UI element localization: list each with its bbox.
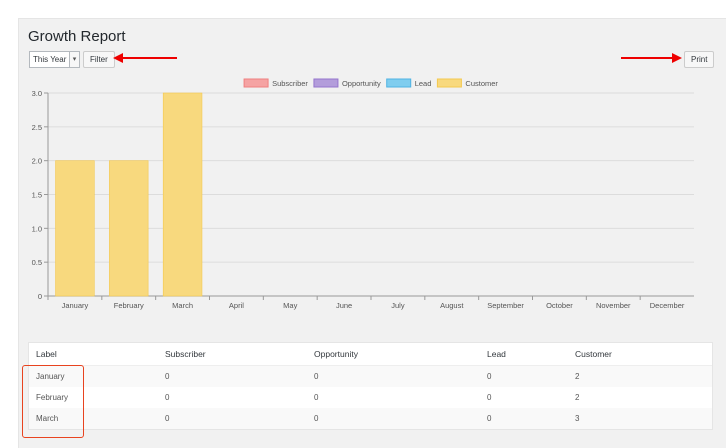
row-subscriber: 0 <box>165 414 170 423</box>
table-row: March 0 0 0 3 <box>29 408 712 429</box>
period-select-value: This Year <box>33 55 67 64</box>
legend-label: Lead <box>415 79 432 88</box>
annotation-arrow-left-icon <box>113 53 177 63</box>
report-table: Label Subscriber Opportunity Lead Custom… <box>28 342 713 430</box>
table-header-row: Label Subscriber Opportunity Lead Custom… <box>29 343 712 366</box>
row-subscriber: 0 <box>165 393 170 402</box>
legend-label: Opportunity <box>342 79 381 88</box>
row-opportunity: 0 <box>314 372 319 381</box>
row-label: February <box>36 393 69 402</box>
header-opportunity: Opportunity <box>314 349 358 359</box>
x-tick-label: January <box>62 301 89 310</box>
row-subscriber: 0 <box>165 372 170 381</box>
row-label: March <box>36 414 59 423</box>
row-label: January <box>36 372 65 381</box>
chevron-down-icon[interactable]: ▾ <box>69 52 79 67</box>
y-tick-label: 1.0 <box>32 224 42 233</box>
row-lead: 0 <box>487 414 492 423</box>
page-title: Growth Report <box>28 28 126 45</box>
y-tick-label: 0 <box>38 292 42 301</box>
header-lead: Lead <box>487 349 506 359</box>
x-tick-label: February <box>114 301 144 310</box>
header-label: Label <box>36 349 57 359</box>
legend-swatch <box>243 78 269 88</box>
bar <box>55 160 95 297</box>
filter-row: This Year ▾ Filter <box>29 51 115 68</box>
x-tick-label: June <box>336 301 352 310</box>
period-select[interactable]: This Year ▾ <box>29 51 80 68</box>
x-tick-label: May <box>283 301 297 310</box>
growth-chart: 0 0.5 1.0 1.5 2.0 2.5 3.0 January February March A… <box>32 78 694 310</box>
row-opportunity: 0 <box>314 414 319 423</box>
legend-swatch <box>436 78 462 88</box>
x-tick-label: July <box>391 301 405 310</box>
x-tick-label: August <box>440 301 464 310</box>
legend-label: Customer <box>465 79 498 88</box>
y-tick-label: 2.5 <box>32 123 42 132</box>
y-tick-label: 0.5 <box>32 258 42 267</box>
x-tick-label: March <box>172 301 193 310</box>
legend-swatch <box>386 78 412 88</box>
row-opportunity: 0 <box>314 393 319 402</box>
x-tick-label: December <box>650 301 685 310</box>
table-row: January 0 0 0 2 <box>29 366 712 387</box>
legend-swatch <box>313 78 339 88</box>
header-subscriber: Subscriber <box>165 349 206 359</box>
row-customer: 2 <box>575 393 580 402</box>
x-tick-label: September <box>487 301 524 310</box>
y-tick-label: 2.0 <box>32 157 42 166</box>
bar <box>162 92 203 297</box>
table-row: February 0 0 0 2 <box>29 387 712 408</box>
bar <box>109 160 149 297</box>
y-tick-label: 1.5 <box>32 191 42 200</box>
annotation-highlight-box <box>22 365 84 438</box>
annotation-arrow-right-icon <box>621 53 682 63</box>
row-lead: 0 <box>487 372 492 381</box>
filter-button[interactable]: Filter <box>83 51 115 68</box>
row-lead: 0 <box>487 393 492 402</box>
x-tick-label: April <box>229 301 244 310</box>
x-tick-label: November <box>596 301 631 310</box>
row-customer: 3 <box>575 414 580 423</box>
header-customer: Customer <box>575 349 612 359</box>
x-tick-label: October <box>546 301 573 310</box>
legend-label: Subscriber <box>272 79 308 88</box>
row-customer: 2 <box>575 372 580 381</box>
print-button[interactable]: Print <box>684 51 715 68</box>
y-tick-label: 3.0 <box>32 89 42 98</box>
